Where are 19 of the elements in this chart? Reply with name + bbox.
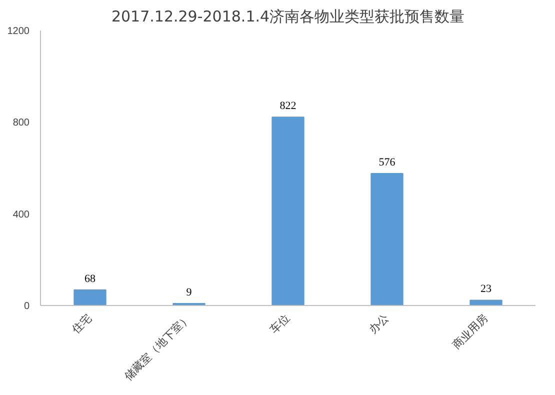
- y-tick-label: 800: [12, 118, 30, 129]
- x-tick-label: 储藏室（地下室）: [122, 312, 194, 383]
- data-label: 822: [280, 100, 296, 112]
- bar: [272, 116, 304, 306]
- chart-title: 2017.12.29-2018.1.4济南各物业类型获批预售数量: [111, 8, 465, 26]
- x-tick-label: 车位: [267, 312, 292, 336]
- data-label: 576: [378, 156, 396, 168]
- x-tick-label: 住宅: [69, 312, 94, 336]
- y-tick-label: 0: [24, 301, 30, 312]
- data-label: 9: [186, 286, 192, 298]
- bar: [470, 300, 502, 306]
- data-label: 68: [84, 272, 96, 285]
- bar: [370, 173, 404, 306]
- y-tick-label: 400: [12, 209, 30, 220]
- data-label: 23: [480, 283, 492, 296]
- bar: [74, 289, 106, 306]
- x-tick-label: 商业用房: [450, 312, 490, 352]
- x-tick-label: 办公: [366, 312, 392, 336]
- y-tick-label: 1200: [7, 26, 30, 37]
